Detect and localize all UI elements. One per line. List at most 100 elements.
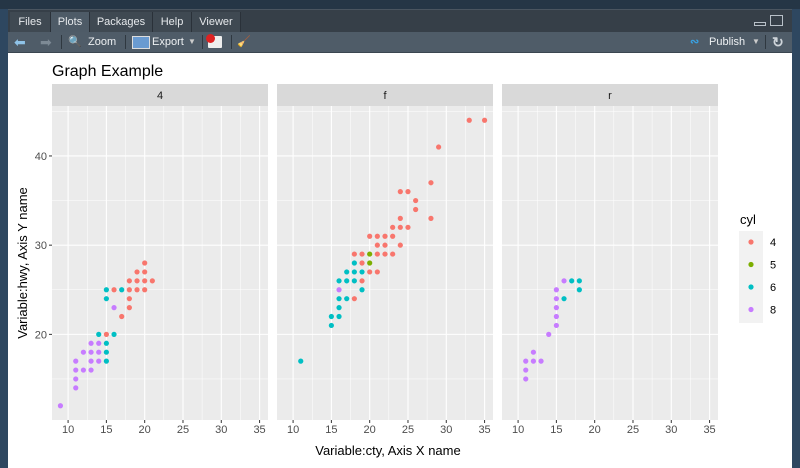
data-point bbox=[553, 322, 559, 329]
divider bbox=[231, 35, 232, 49]
data-point bbox=[80, 367, 87, 373]
x-tick-label: 20 bbox=[589, 424, 601, 436]
export-button[interactable]: Export bbox=[152, 36, 184, 48]
data-point bbox=[103, 340, 109, 346]
data-point bbox=[88, 349, 94, 355]
arrow-right-icon[interactable]: ➡ bbox=[40, 34, 52, 50]
publish-icon: ∾ bbox=[690, 36, 700, 48]
divider bbox=[61, 35, 62, 49]
data-point bbox=[142, 278, 148, 284]
data-point bbox=[405, 189, 411, 195]
data-point bbox=[328, 313, 334, 320]
x-tick-label: 35 bbox=[478, 424, 490, 436]
image-export-icon bbox=[132, 36, 150, 49]
data-point bbox=[336, 313, 342, 320]
data-point bbox=[553, 296, 559, 302]
data-point bbox=[103, 358, 109, 364]
data-point bbox=[523, 367, 529, 373]
broom-icon[interactable]: 🧹 bbox=[237, 36, 251, 48]
data-point bbox=[119, 313, 125, 320]
data-point bbox=[413, 197, 419, 204]
data-point bbox=[374, 251, 380, 257]
data-point bbox=[530, 349, 537, 355]
data-point bbox=[134, 278, 140, 284]
data-point bbox=[73, 385, 79, 391]
data-point bbox=[351, 278, 357, 284]
data-point bbox=[428, 215, 434, 221]
tab-files[interactable]: Files bbox=[10, 12, 51, 32]
chevron-down-icon[interactable]: ▼ bbox=[752, 37, 760, 46]
data-point bbox=[111, 287, 117, 293]
legend-title: cyl bbox=[740, 212, 756, 227]
data-point bbox=[367, 269, 373, 275]
x-tick-label: 35 bbox=[253, 424, 265, 436]
facet-label: f bbox=[383, 90, 387, 102]
data-point bbox=[80, 349, 87, 355]
divider bbox=[125, 35, 126, 49]
minimize-icon[interactable] bbox=[754, 22, 766, 26]
data-point bbox=[397, 242, 403, 248]
data-point bbox=[351, 269, 357, 275]
data-point bbox=[523, 358, 529, 364]
data-point bbox=[413, 206, 419, 213]
data-point bbox=[382, 233, 388, 239]
data-point bbox=[96, 358, 102, 364]
legend-label: 4 bbox=[770, 237, 776, 249]
data-point bbox=[351, 251, 357, 257]
tab-packages[interactable]: Packages bbox=[90, 12, 153, 32]
facet-label: r bbox=[608, 90, 612, 102]
y-tick-label: 20 bbox=[35, 329, 47, 341]
x-tick-label: 25 bbox=[177, 424, 189, 436]
data-point bbox=[88, 367, 94, 373]
facet-strip bbox=[502, 84, 718, 106]
tab-help[interactable]: Help bbox=[153, 12, 192, 32]
x-axis-label: Variable:cty, Axis X name bbox=[315, 443, 460, 458]
legend-key bbox=[748, 306, 754, 313]
legend-key bbox=[748, 239, 754, 245]
tab-viewer[interactable]: Viewer bbox=[192, 12, 241, 32]
data-point bbox=[390, 224, 396, 230]
data-point bbox=[57, 403, 64, 409]
data-point bbox=[336, 305, 342, 311]
chevron-down-icon[interactable]: ▼ bbox=[188, 37, 196, 46]
x-tick-label: 25 bbox=[402, 424, 414, 436]
data-point bbox=[126, 278, 132, 284]
data-point bbox=[73, 367, 79, 373]
data-point bbox=[359, 251, 365, 257]
remove-plot-icon[interactable] bbox=[206, 34, 222, 48]
plot-title: Graph Example bbox=[52, 63, 163, 80]
facet-label: 4 bbox=[157, 90, 163, 102]
divider bbox=[202, 35, 203, 49]
data-point bbox=[374, 269, 380, 275]
data-point bbox=[73, 376, 79, 382]
tab-plots[interactable]: Plots bbox=[51, 12, 90, 32]
facet-strip bbox=[52, 84, 268, 106]
x-tick-label: 30 bbox=[440, 424, 452, 436]
data-point bbox=[359, 269, 365, 275]
data-point bbox=[466, 117, 472, 123]
data-point bbox=[538, 358, 544, 364]
data-point bbox=[96, 331, 102, 337]
x-tick-label: 30 bbox=[665, 424, 677, 436]
legend-key bbox=[748, 261, 754, 268]
zoom-button[interactable]: Zoom bbox=[88, 36, 117, 48]
data-point bbox=[382, 242, 388, 248]
refresh-icon[interactable]: ↻ bbox=[772, 34, 784, 50]
data-point bbox=[374, 233, 380, 239]
data-point bbox=[336, 296, 342, 302]
data-point bbox=[126, 305, 132, 311]
data-point bbox=[390, 233, 396, 239]
data-point bbox=[523, 376, 529, 382]
data-point bbox=[149, 278, 155, 284]
publish-button[interactable]: Publish bbox=[709, 36, 746, 48]
data-point bbox=[553, 287, 559, 293]
data-point bbox=[428, 180, 434, 186]
maximize-icon[interactable] bbox=[770, 15, 783, 26]
data-point bbox=[359, 287, 365, 293]
x-tick-label: 20 bbox=[364, 424, 376, 436]
x-tick-label: 10 bbox=[62, 424, 74, 436]
x-tick-label: 20 bbox=[139, 424, 151, 436]
data-point bbox=[553, 305, 559, 311]
arrow-left-icon[interactable]: ⬅ bbox=[14, 34, 26, 50]
